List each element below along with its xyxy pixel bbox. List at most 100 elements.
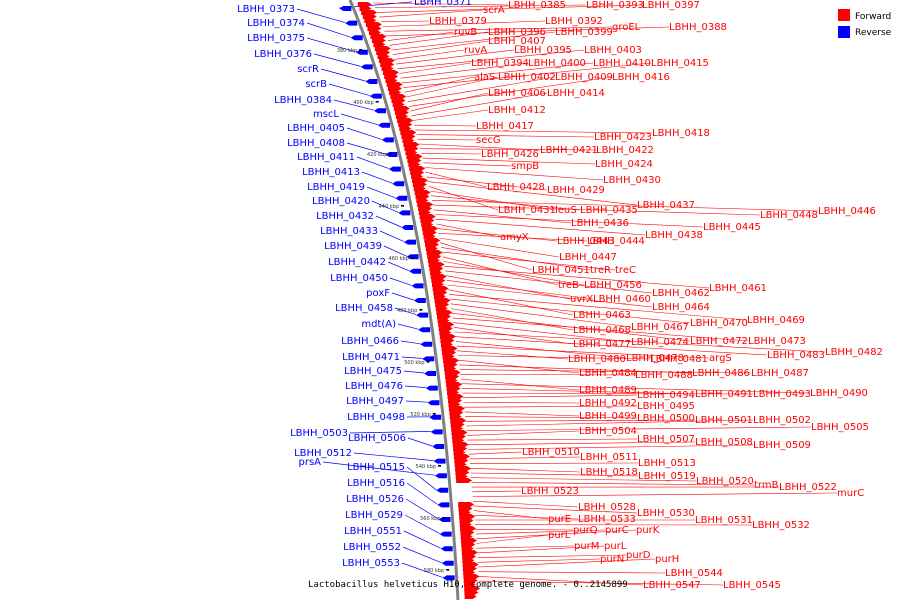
forward-gene-label: LBHH_0477 xyxy=(573,339,631,350)
reverse-gene-label: LBHH_0432 xyxy=(316,211,374,222)
reverse-gene-arrow xyxy=(403,239,416,245)
forward-gene-arrow xyxy=(439,334,456,339)
forward-connector-line xyxy=(461,388,696,395)
forward-connector-line xyxy=(438,233,588,242)
forward-gene-label: LBHH_0509 xyxy=(753,440,811,451)
forward-connector-line xyxy=(451,308,574,331)
forward-connector-line xyxy=(462,394,638,399)
reverse-gene-label: LBHH_0512 xyxy=(294,448,352,459)
forward-connector-line xyxy=(389,31,489,46)
legend-forward-label: Forward xyxy=(855,12,891,22)
reverse-gene-label: LBHH_0376 xyxy=(254,49,312,60)
forward-connector-line xyxy=(463,402,580,404)
reverse-gene-arrow xyxy=(406,254,419,260)
forward-connector-line xyxy=(439,237,560,258)
forward-connector-line xyxy=(373,2,509,6)
reverse-gene-label: LBHH_0498 xyxy=(347,412,405,423)
forward-connector-line xyxy=(465,416,638,419)
forward-gene-label: LBHH_0472 xyxy=(690,336,748,347)
forward-gene-arrow xyxy=(453,450,466,455)
forward-connector-line xyxy=(430,195,581,211)
tick-label: 480 kbp xyxy=(397,308,417,314)
forward-connector-line xyxy=(468,451,523,455)
forward-gene-arrow xyxy=(464,590,479,595)
forward-connector-line xyxy=(476,529,637,540)
forward-connector-line xyxy=(387,31,455,41)
forward-gene-arrow xyxy=(452,438,465,443)
forward-gene-label: LBHH_0448 xyxy=(760,210,818,221)
forward-connector-line xyxy=(474,515,579,520)
forward-connector-line xyxy=(478,580,724,586)
forward-gene-arrow xyxy=(401,134,416,139)
forward-gene-arrow xyxy=(400,130,417,135)
forward-gene-arrow xyxy=(423,234,436,239)
forward-gene-arrow xyxy=(449,414,462,419)
reverse-gene-label: LBHH_0375 xyxy=(247,33,305,44)
reverse-gene-arrow xyxy=(434,473,447,479)
forward-connector-line xyxy=(417,139,477,141)
forward-gene-label: LBHH_0418 xyxy=(652,128,710,139)
reverse-connector-line xyxy=(397,323,419,330)
forward-gene-label: LBHH_0493 xyxy=(753,389,811,400)
forward-gene-arrow xyxy=(459,518,474,523)
tick-label: 540 kbp xyxy=(416,464,436,470)
forward-connector-line xyxy=(478,571,666,574)
reverse-gene-arrow xyxy=(395,195,408,201)
forward-connector-line xyxy=(445,275,571,300)
forward-gene-arrow xyxy=(376,50,391,55)
forward-connector-line xyxy=(435,218,646,236)
forward-gene-label: LBHH_0494 xyxy=(637,390,695,401)
forward-gene-arrow xyxy=(463,578,478,583)
reverse-connector-line xyxy=(407,437,433,447)
forward-gene-label: LBHH_0423 xyxy=(594,132,652,143)
forward-gene-arrow xyxy=(442,350,457,355)
forward-gene-label: LBHH_0400 xyxy=(528,58,586,69)
forward-gene-label: LBHH_0507 xyxy=(637,434,695,445)
gene-labels: LBHH_0371 LBHH_0373 LBHH_0374 LBHH_0375 LBHH… xyxy=(237,0,883,591)
forward-gene-label: LBHH_0438 xyxy=(645,230,703,241)
forward-gene-arrow xyxy=(399,126,412,131)
forward-gene-arrow xyxy=(436,310,453,315)
forward-gene-label: LBHH_0495 xyxy=(637,401,695,412)
reverse-gene-label: LBHH_0413 xyxy=(302,167,360,178)
reverse-gene-label: LBHH_0442 xyxy=(328,257,386,268)
forward-gene-arrow xyxy=(433,294,446,299)
forward-gene-arrow xyxy=(404,146,419,151)
reverse-gene-label: LBHH_0439 xyxy=(324,241,382,252)
reverse-gene-arrow xyxy=(409,268,422,274)
forward-connector-line xyxy=(420,148,597,151)
forward-gene-label: LBHH_0410 xyxy=(593,58,651,69)
reverse-gene-label: LBHH_0476 xyxy=(345,381,403,392)
forward-gene-arrow xyxy=(397,118,414,123)
forward-connector-line xyxy=(422,157,596,165)
forward-gene-arrow xyxy=(396,114,409,119)
forward-gene-arrow xyxy=(425,242,440,247)
reverse-gene-label: LBHH_0450 xyxy=(330,273,388,284)
forward-connector-line xyxy=(477,558,656,568)
forward-gene-label: LBHH_0474 xyxy=(631,337,689,348)
forward-gene-arrow xyxy=(452,442,469,447)
forward-gene-arrow xyxy=(446,386,461,391)
forward-gene-label: purD xyxy=(626,550,651,561)
forward-gene-arrow xyxy=(403,142,420,147)
forward-gene-label: smpB xyxy=(511,161,539,172)
reverse-gene-label: LBHH_0552 xyxy=(343,542,401,553)
forward-gene-arrow xyxy=(463,582,476,587)
forward-gene-arrow xyxy=(462,554,477,559)
reverse-gene-arrow xyxy=(436,487,449,493)
forward-connector-line xyxy=(384,26,613,32)
forward-gene-label: ruvB xyxy=(454,27,477,38)
forward-gene-arrow xyxy=(405,150,418,155)
reverse-gene-arrow xyxy=(438,517,451,522)
forward-gene-label: LBHH_0437 xyxy=(637,200,695,211)
forward-gene-label: LBHH_0388 xyxy=(669,22,727,33)
forward-gene-arrow xyxy=(456,478,473,483)
forward-gene-label: LBHH_0519 xyxy=(638,471,696,482)
forward-gene-arrow xyxy=(431,282,444,287)
forward-connector-line xyxy=(440,242,533,271)
forward-gene-arrow xyxy=(462,558,475,563)
tick-mark xyxy=(389,153,393,155)
forward-gene-label: LBHH_0511 xyxy=(580,452,638,463)
forward-gene-label: LBHH_0490 xyxy=(810,388,868,399)
